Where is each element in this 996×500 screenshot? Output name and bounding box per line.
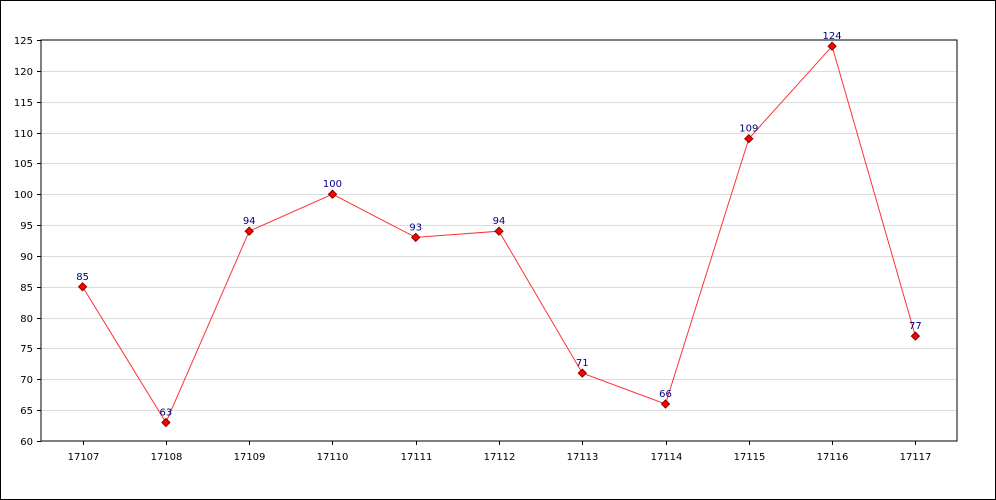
y-tick-label: 95: [20, 221, 33, 232]
plot-area: [40, 39, 958, 442]
y-tick-label: 65: [20, 406, 33, 417]
data-label: 109: [739, 124, 758, 135]
x-tick-label: 17115: [734, 452, 766, 463]
x-tick-label: 17112: [484, 452, 516, 463]
y-tick-label: 115: [14, 98, 33, 109]
y-tick-label: 75: [20, 344, 33, 355]
x-tick-label: 17116: [817, 452, 849, 463]
data-point: [410, 232, 421, 243]
y-tick-label: 70: [20, 375, 33, 386]
data-point: [744, 133, 754, 144]
x-tick-label: 17114: [651, 452, 683, 463]
x-tick-label: 17117: [900, 452, 932, 463]
data-label: 66: [659, 389, 672, 400]
x-tick-label: 17109: [234, 452, 266, 463]
data-label: 85: [76, 272, 89, 283]
data-point: [161, 417, 171, 428]
x-tick-label: 17108: [151, 452, 183, 463]
y-tick-label: 85: [20, 283, 33, 294]
data-point: [827, 41, 837, 51]
x-tick-label: 17111: [401, 452, 433, 463]
y-tick-label: 80: [20, 314, 33, 325]
y-tick-label: 100: [14, 190, 33, 201]
data-point: [77, 282, 88, 292]
y-tick-label: 110: [14, 129, 33, 140]
y-axis: 60 65 70 75 80 85 90 95 100 105 110 115 120 125: [14, 36, 41, 448]
data-label: 77: [909, 321, 922, 332]
data-label: 94: [243, 216, 256, 227]
data-point: [660, 399, 671, 409]
data-point: [327, 189, 338, 199]
x-tick-label: 17107: [68, 452, 100, 463]
x-tick-label: 17110: [317, 452, 349, 463]
data-point: [244, 226, 254, 236]
x-axis: 17107 17108 17109 17110 17111 17112 17113 17114…: [68, 441, 932, 463]
data-label: 63: [160, 407, 173, 418]
data-labels: 85 63 94 100 93 94 71 66 109 124 77: [76, 31, 921, 418]
data-point: [577, 368, 588, 378]
data-label: 93: [409, 222, 422, 233]
series-layer: [77, 41, 921, 428]
data-label: 100: [323, 179, 342, 190]
y-tick-label: 60: [20, 437, 33, 448]
y-tick-label: 120: [14, 67, 33, 78]
y-tick-label: 90: [20, 252, 33, 263]
data-label: 94: [493, 216, 506, 227]
data-point: [910, 331, 921, 341]
data-label: 124: [823, 31, 842, 42]
y-tick-label: 125: [14, 36, 33, 47]
data-point: [494, 226, 504, 236]
grid-lines: [42, 71, 956, 411]
x-tick-label: 17113: [567, 452, 599, 463]
data-label: 71: [576, 358, 589, 369]
y-tick-label: 105: [14, 159, 33, 170]
